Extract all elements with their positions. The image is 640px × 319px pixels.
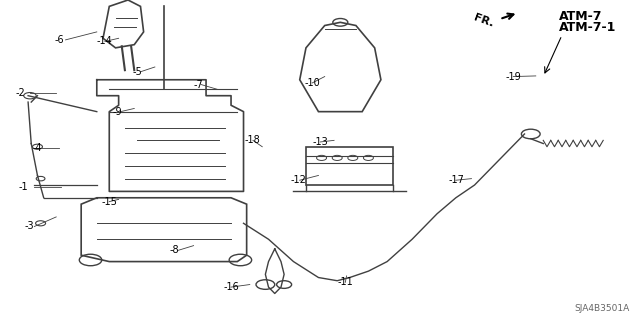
Text: -9: -9 <box>113 107 122 117</box>
Bar <box>306 147 394 185</box>
Text: -11: -11 <box>337 277 353 287</box>
Text: SJA4B3501A: SJA4B3501A <box>575 304 630 313</box>
Text: -14: -14 <box>97 36 113 47</box>
Text: -18: -18 <box>244 135 260 145</box>
Text: -16: -16 <box>223 282 239 292</box>
Text: -6: -6 <box>55 35 65 45</box>
Text: -15: -15 <box>101 197 117 207</box>
Text: -5: -5 <box>132 67 142 77</box>
Text: -13: -13 <box>312 137 328 147</box>
Text: ATM-7: ATM-7 <box>559 10 602 23</box>
Text: -10: -10 <box>305 78 321 88</box>
Text: FR.: FR. <box>472 12 495 29</box>
Text: ATM-7-1: ATM-7-1 <box>559 21 616 34</box>
Text: -3: -3 <box>25 221 35 232</box>
Text: -4: -4 <box>33 143 42 153</box>
Text: -17: -17 <box>449 175 464 185</box>
Text: -8: -8 <box>170 245 179 256</box>
Text: -7: -7 <box>193 79 204 90</box>
Text: -2: -2 <box>15 87 26 98</box>
Text: -12: -12 <box>291 175 306 185</box>
Text: -19: -19 <box>506 71 522 82</box>
Text: -1: -1 <box>19 182 28 192</box>
